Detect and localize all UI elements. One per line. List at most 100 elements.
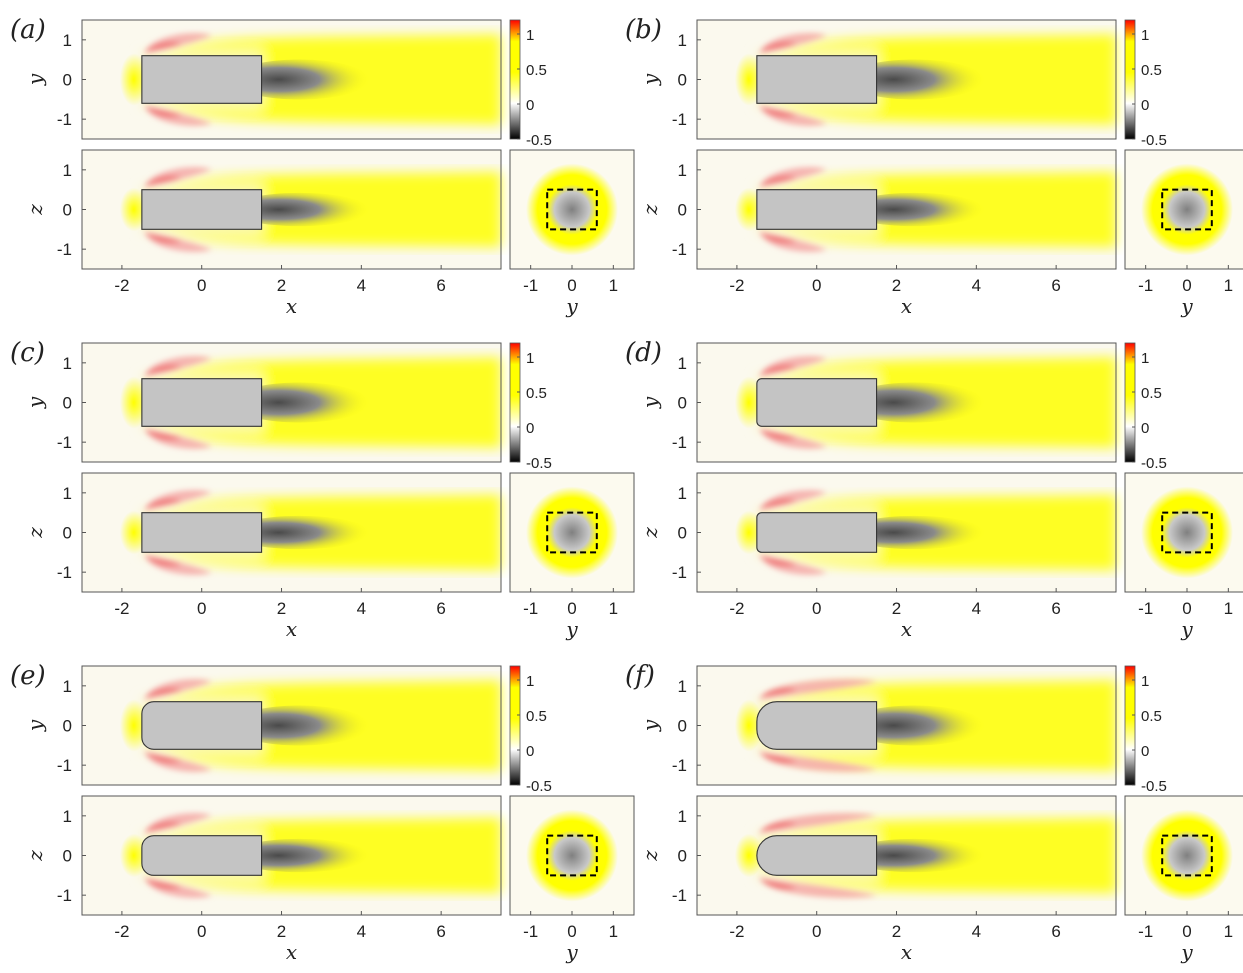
colorbar-tick-label: 1	[526, 350, 534, 367]
cross-section-plot: -1 0 1 y	[1124, 795, 1243, 964]
xy-ytick-label: -1	[57, 756, 72, 775]
xz-ztick-label: 1	[678, 161, 687, 180]
xz-plane-plot: 1 0 -1 -2 0 2 4 6 z x	[638, 149, 1117, 318]
xz-separation-lobes	[143, 167, 212, 252]
xz-ztick-label: 1	[678, 484, 687, 503]
colorbar-tick-label: -0.5	[526, 455, 552, 472]
xy-stagnation-region	[119, 376, 148, 429]
cs-tick-label: -1	[523, 599, 538, 618]
panel-e: 1 0 -1 y (e) 1 0.5 0 -0.5 1 0 -1 -2 0 2 4 6 z x -1 0 1 y	[10, 661, 635, 964]
xz-wake	[844, 838, 985, 873]
cs-ylabel: y	[1180, 940, 1193, 964]
xz-separation-lobes	[758, 813, 877, 898]
cs-body-outline	[1161, 834, 1213, 877]
xy-ylabel: y	[23, 719, 47, 732]
xz-xtick-label: 4	[357, 276, 366, 295]
cs-wake-field	[526, 163, 618, 256]
xz-xtick-label: 0	[197, 922, 206, 941]
cs-tick-label: 0	[567, 276, 576, 295]
xz-xlabel: x	[286, 294, 297, 318]
panel-label: (c)	[10, 338, 45, 368]
xz-ztick-label: -1	[57, 563, 72, 582]
panel-d: 1 0 -1 y (d) 1 0.5 0 -0.5 1 0 -1 -2 0 2 4 6 z x -1 0 1 y	[625, 338, 1243, 641]
body-xz	[141, 835, 263, 876]
xz-wake	[229, 515, 370, 550]
cross-section-plot: -1 0 1 y	[509, 795, 635, 964]
cs-wake-field	[1141, 486, 1233, 579]
xz-xtick-label: 4	[357, 599, 366, 618]
panel-label: (f)	[625, 661, 655, 691]
xy-separation-lobes	[143, 356, 212, 449]
colorbar-tick-label: -0.5	[526, 778, 552, 795]
cs-tick-label: -1	[523, 922, 538, 941]
colorbar-tick-label: 0	[1141, 97, 1149, 114]
xz-xlabel: x	[901, 617, 912, 641]
xz-xtick-label: 4	[357, 922, 366, 941]
body-xz	[756, 512, 878, 553]
colorbar-tick-label: -0.5	[526, 132, 552, 149]
xz-xtick-label: 2	[892, 276, 901, 295]
xy-wake	[229, 705, 370, 746]
xz-stagnation-region	[119, 187, 148, 232]
xz-xtick-label: 4	[972, 276, 981, 295]
xy-ylabel: y	[638, 396, 662, 409]
xz-ztick-label: 1	[63, 484, 72, 503]
colorbar-tick-label: 0.5	[526, 385, 547, 402]
xy-stagnation-region	[119, 53, 148, 106]
xz-xtick-label: 6	[436, 599, 445, 618]
xz-ztick-label: 0	[678, 847, 687, 866]
body-xy	[756, 701, 878, 750]
xz-separation-lobes	[758, 167, 827, 252]
cs-body-outline	[546, 511, 598, 554]
xy-separation-lobes	[143, 679, 212, 772]
xy-ytick-label: -1	[672, 110, 687, 129]
xz-ztick-label: -1	[57, 886, 72, 905]
cs-wake-field	[1141, 163, 1233, 256]
xy-ytick-label: 1	[63, 31, 72, 50]
xz-xtick-label: 2	[277, 276, 286, 295]
colorbar	[1124, 665, 1136, 786]
cs-ylabel: y	[1180, 294, 1193, 318]
colorbar-tick-label: -0.5	[1141, 778, 1167, 795]
xy-wake	[229, 59, 370, 100]
cs-tick-label: 1	[609, 922, 618, 941]
cs-tick-label: 0	[1182, 276, 1191, 295]
xz-xtick-label: 6	[1051, 276, 1060, 295]
xz-xtick-label: 0	[812, 276, 821, 295]
xz-xlabel: x	[901, 940, 912, 964]
xz-ztick-label: 0	[678, 524, 687, 543]
cs-body-outline	[546, 834, 598, 877]
xz-xtick-label: 0	[197, 276, 206, 295]
xy-plane-plot: 1 0 -1 y	[638, 19, 1117, 140]
xy-ytick-label: 0	[63, 717, 72, 736]
cs-tick-label: 0	[567, 599, 576, 618]
cs-tick-label: -1	[1138, 599, 1153, 618]
panel-label: (d)	[625, 338, 662, 368]
xz-xtick-label: 4	[972, 599, 981, 618]
cs-tick-label: -1	[523, 276, 538, 295]
cs-tick-label: 1	[1224, 599, 1233, 618]
body-xy	[141, 378, 263, 427]
xz-xtick-label: -2	[729, 599, 744, 618]
xz-separation-lobes	[758, 490, 827, 575]
body-xz	[141, 512, 263, 553]
xz-ztick-label: -1	[672, 240, 687, 259]
xy-separation-lobes	[758, 33, 827, 126]
xz-wake	[229, 838, 370, 873]
xz-xlabel: x	[901, 294, 912, 318]
cs-body-outline	[546, 188, 598, 231]
cs-tick-label: 0	[1182, 922, 1191, 941]
cross-section-plot: -1 0 1 y	[1124, 472, 1243, 641]
xy-ytick-label: 1	[63, 354, 72, 373]
xz-plane-plot: 1 0 -1 -2 0 2 4 6 z x	[638, 472, 1117, 641]
xy-plane-plot: 1 0 -1 y	[23, 342, 502, 463]
xy-ylabel: y	[638, 73, 662, 86]
xy-ylabel: y	[638, 719, 662, 732]
xy-plane-plot: 1 0 -1 y	[638, 665, 1117, 786]
xz-xtick-label: -2	[114, 922, 129, 941]
colorbar-tick-label: 0	[1141, 420, 1149, 437]
xz-zlabel: z	[23, 204, 47, 216]
xz-wake	[229, 192, 370, 227]
xz-xtick-label: 2	[277, 922, 286, 941]
xz-zlabel: z	[638, 850, 662, 862]
